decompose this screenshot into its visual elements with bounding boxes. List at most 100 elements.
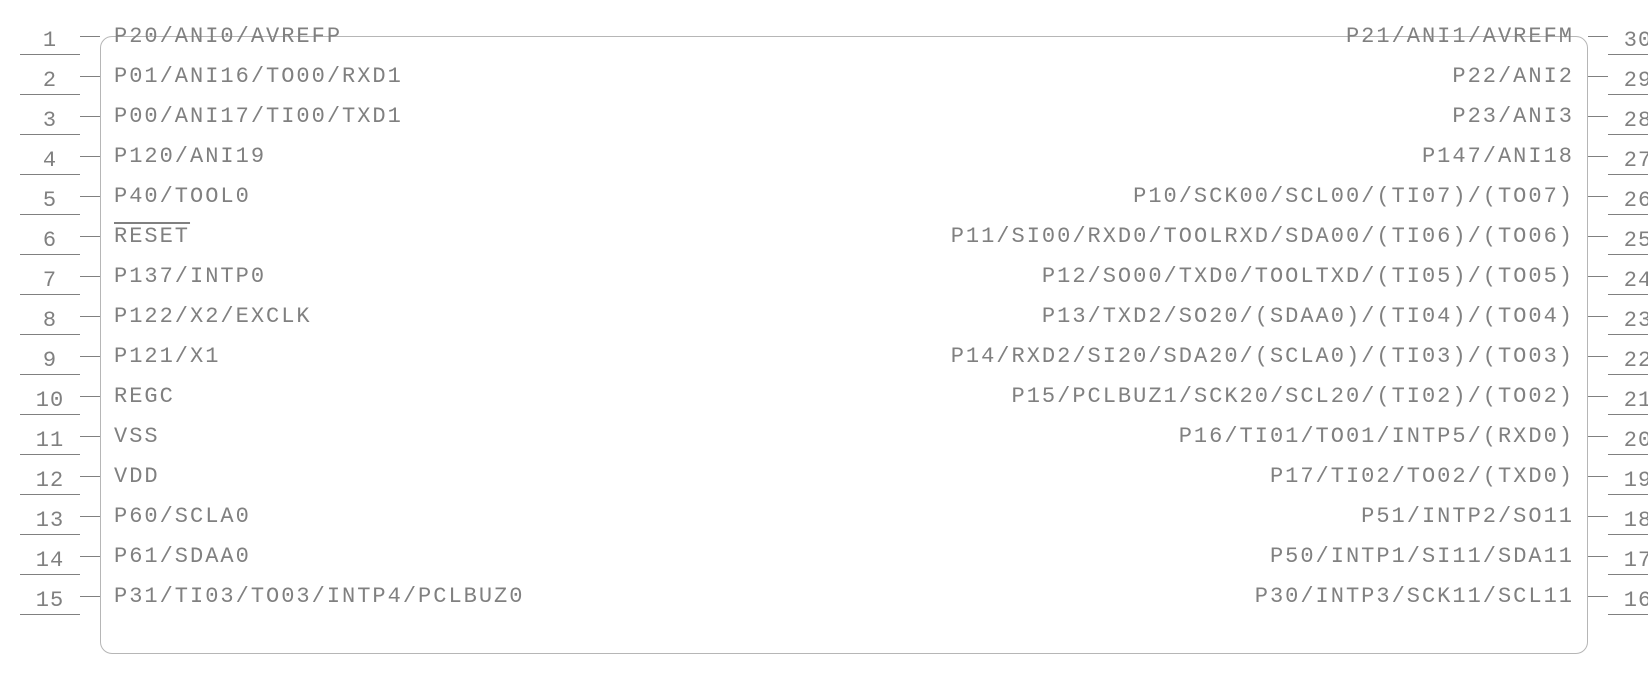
pin-label: P51/INTP2/SO11 xyxy=(1347,504,1588,529)
pin-label: P15/PCLBUZ1/SCK20/SCL20/(TI02)/(TO02) xyxy=(998,384,1588,409)
pin-connector-line xyxy=(80,36,100,37)
pin-label: P10/SCK00/SCL00/(TI07)/(TO07) xyxy=(1119,184,1588,209)
pin-underline xyxy=(20,374,80,375)
pin-label: P17/TI02/TO02/(TXD0) xyxy=(1256,464,1588,489)
pin-connector-line xyxy=(1588,76,1608,77)
pin-label: P60/SCLA0 xyxy=(100,504,265,529)
pin-row-18: 18 P51/INTP2/SO11 xyxy=(1347,496,1648,536)
pin-underline xyxy=(1608,454,1648,455)
pin-number-wrap: 24 xyxy=(1608,257,1648,295)
pin-number-wrap: 25 xyxy=(1608,217,1648,255)
pin-row-29: 29P22/ANI2 xyxy=(1438,56,1648,96)
pin-number: 24 xyxy=(1608,268,1648,295)
pin-number-wrap: 22 xyxy=(1608,337,1648,375)
pin-connector-line xyxy=(80,196,100,197)
pin-underline xyxy=(1608,334,1648,335)
pin-label: P20/ANI0/AVREFP xyxy=(100,24,356,49)
pin-number-wrap: 6 xyxy=(20,217,80,255)
pin-number: 18 xyxy=(1608,508,1648,535)
pin-row-6: 6 RESET xyxy=(20,216,204,256)
pin-connector-line xyxy=(1588,116,1608,117)
pin-underline xyxy=(1608,374,1648,375)
pin-label: P14/RXD2/SI20/SDA20/(SCLA0)/(TI03)/(TO03… xyxy=(937,344,1588,369)
pin-row-16: 16 P30/INTP3/SCK11/SCL11 xyxy=(1241,576,1648,616)
pin-row-7: 7P137/INTP0 xyxy=(20,256,280,296)
pin-connector-line xyxy=(1588,396,1608,397)
pin-row-14: 14 P61/SDAA0 xyxy=(20,536,265,576)
pin-number: 21 xyxy=(1608,388,1648,415)
pin-number: 4 xyxy=(20,148,80,175)
pin-connector-line xyxy=(1588,196,1608,197)
pin-number-wrap: 28 xyxy=(1608,97,1648,135)
pin-label: P30/INTP3/SCK11/SCL11 xyxy=(1241,584,1588,609)
pin-underline xyxy=(1608,134,1648,135)
pin-underline xyxy=(1608,174,1648,175)
pin-number: 12 xyxy=(20,468,80,495)
pin-number-wrap: 9 xyxy=(20,337,80,375)
pin-number: 29 xyxy=(1608,68,1648,95)
pin-label: VDD xyxy=(100,464,174,489)
pin-number-wrap: 14 xyxy=(20,537,80,575)
pin-connector-line xyxy=(80,516,100,517)
pin-number: 8 xyxy=(20,308,80,335)
pin-row-1: 1 P20/ANI0/AVREFP xyxy=(20,16,356,56)
pin-row-24: 24P12/SO00/TXD0/TOOLTXD/(TI05)/(TO05) xyxy=(1028,256,1648,296)
pin-underline xyxy=(1608,214,1648,215)
pin-row-2: 2P01/ANI16/TO00/RXD1 xyxy=(20,56,417,96)
pin-underline xyxy=(20,294,80,295)
pin-number: 30 xyxy=(1608,28,1648,55)
pin-connector-line xyxy=(1588,36,1608,37)
pin-connector-line xyxy=(1588,436,1608,437)
pin-label: RESET xyxy=(100,224,204,249)
pin-connector-line xyxy=(1588,596,1608,597)
pin-number: 28 xyxy=(1608,108,1648,135)
pin-number-wrap: 17 xyxy=(1608,537,1648,575)
pin-number: 26 xyxy=(1608,188,1648,215)
pin-number: 23 xyxy=(1608,308,1648,335)
pin-number-wrap: 18 xyxy=(1608,497,1648,535)
pin-label: P50/INTP1/SI11/SDA11 xyxy=(1256,544,1588,569)
pin-row-4: 4 P120/ANI19 xyxy=(20,136,280,176)
pin-connector-line xyxy=(1588,316,1608,317)
pin-underline xyxy=(20,174,80,175)
pin-number-wrap: 11 xyxy=(20,417,80,455)
pin-underline xyxy=(1608,614,1648,615)
pin-label: P23/ANI3 xyxy=(1438,104,1588,129)
pin-row-17: 17 P50/INTP1/SI11/SDA11 xyxy=(1256,536,1648,576)
pin-underline xyxy=(1608,54,1648,55)
pin-row-30: 30P21/ANI1/AVREFM xyxy=(1332,16,1648,56)
pin-row-22: 22 P14/RXD2/SI20/SDA20/(SCLA0)/(TI03)/(TO… xyxy=(937,336,1648,376)
pin-row-12: 12 VDD xyxy=(20,456,174,496)
pin-underline xyxy=(20,134,80,135)
pin-connector-line xyxy=(80,476,100,477)
pin-label: P01/ANI16/TO00/RXD1 xyxy=(100,64,417,89)
pin-connector-line xyxy=(80,556,100,557)
pin-label: P61/SDAA0 xyxy=(100,544,265,569)
pin-underline xyxy=(1608,294,1648,295)
pin-label: P11/SI00/RXD0/TOOLRXD/SDA00/(TI06)/(TO06… xyxy=(937,224,1588,249)
pin-row-8: 8 P122/X2/EXCLK xyxy=(20,296,326,336)
pin-connector-line xyxy=(1588,476,1608,477)
pin-number: 17 xyxy=(1608,548,1648,575)
pin-underline xyxy=(20,494,80,495)
pin-connector-line xyxy=(80,356,100,357)
pin-number: 22 xyxy=(1608,348,1648,375)
pin-number: 15 xyxy=(20,588,80,615)
pin-number-wrap: 15 xyxy=(20,577,80,615)
pin-label: REGC xyxy=(100,384,189,409)
pin-number-wrap: 16 xyxy=(1608,577,1648,615)
pin-number: 25 xyxy=(1608,228,1648,255)
pin-label: VSS xyxy=(100,424,174,449)
pin-underline xyxy=(20,214,80,215)
pin-label: P120/ANI19 xyxy=(100,144,280,169)
pin-row-13: 13P60/SCLA0 xyxy=(20,496,265,536)
pin-number: 11 xyxy=(20,428,80,455)
pin-row-5: 5P40/TOOL0 xyxy=(20,176,265,216)
pin-number-wrap: 1 xyxy=(20,17,80,55)
pin-number-wrap: 30 xyxy=(1608,17,1648,55)
pin-number: 9 xyxy=(20,348,80,375)
pin-number: 5 xyxy=(20,188,80,215)
pin-underline xyxy=(1608,414,1648,415)
pin-connector-line xyxy=(1588,356,1608,357)
pin-label: P122/X2/EXCLK xyxy=(100,304,326,329)
